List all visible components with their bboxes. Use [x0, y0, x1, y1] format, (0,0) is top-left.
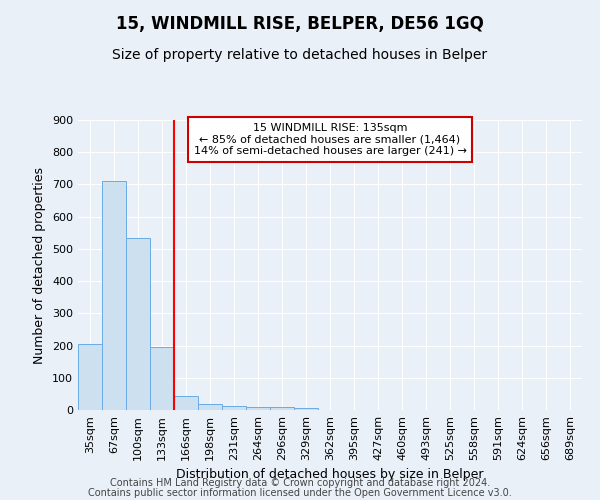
Bar	[102, 181, 126, 410]
Bar	[198, 404, 222, 410]
Bar	[174, 396, 198, 410]
Y-axis label: Number of detached properties: Number of detached properties	[34, 166, 46, 364]
Text: 15, WINDMILL RISE, BELPER, DE56 1GQ: 15, WINDMILL RISE, BELPER, DE56 1GQ	[116, 15, 484, 33]
Bar	[294, 408, 318, 410]
Bar	[270, 408, 294, 410]
Text: Contains HM Land Registry data © Crown copyright and database right 2024.: Contains HM Land Registry data © Crown c…	[110, 478, 490, 488]
Text: 15 WINDMILL RISE: 135sqm
← 85% of detached houses are smaller (1,464)
14% of sem: 15 WINDMILL RISE: 135sqm ← 85% of detach…	[193, 123, 467, 156]
Text: Contains public sector information licensed under the Open Government Licence v3: Contains public sector information licen…	[88, 488, 512, 498]
Bar	[150, 347, 174, 410]
Bar	[78, 344, 102, 410]
Bar	[222, 406, 246, 410]
Text: Size of property relative to detached houses in Belper: Size of property relative to detached ho…	[112, 48, 488, 62]
Bar	[126, 238, 150, 410]
X-axis label: Distribution of detached houses by size in Belper: Distribution of detached houses by size …	[176, 468, 484, 481]
Bar	[246, 407, 270, 410]
